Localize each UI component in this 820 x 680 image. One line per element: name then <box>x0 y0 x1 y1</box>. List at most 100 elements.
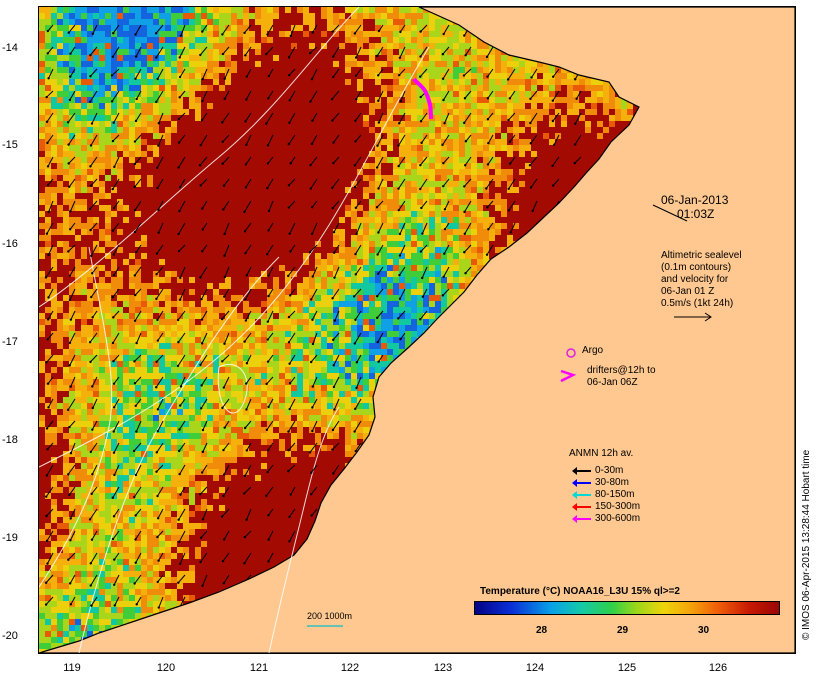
vector-head <box>200 119 204 122</box>
velocity-vector <box>179 420 186 430</box>
velocity-vector <box>465 46 472 56</box>
velocity-vector <box>487 68 494 77</box>
velocity-vector <box>70 508 76 519</box>
velocity-vector <box>177 310 186 321</box>
vector-head <box>443 227 447 231</box>
vector-head <box>267 560 270 563</box>
vector-head <box>377 187 380 190</box>
velocity-vector <box>202 68 208 80</box>
velocity-vector <box>508 200 516 211</box>
velocity-vector <box>135 464 142 476</box>
velocity-vector <box>312 112 318 121</box>
vector-head <box>486 118 490 121</box>
velocity-vector <box>267 90 274 99</box>
vector-head <box>223 97 226 101</box>
velocity-vector <box>420 46 428 57</box>
vector-head <box>222 473 226 476</box>
colorbar-tick: 28 <box>536 625 548 636</box>
vector-head <box>265 122 268 125</box>
vector-head <box>245 143 248 147</box>
velocity-vector <box>69 90 76 101</box>
land-area <box>39 7 795 653</box>
velocity-vector <box>312 332 318 345</box>
sealevel-contour <box>268 406 340 653</box>
vector-head <box>245 75 249 78</box>
velocity-vector <box>444 112 450 124</box>
velocity-vector <box>221 24 230 35</box>
vector-head <box>399 30 402 34</box>
velocity-vector <box>333 398 340 410</box>
vector-head <box>200 471 204 474</box>
velocity-vector <box>530 134 538 144</box>
velocity-vector <box>333 156 340 164</box>
vector-head <box>574 78 577 81</box>
vector-head <box>376 316 379 320</box>
velocity-vector <box>136 244 142 253</box>
vector-head <box>377 74 380 77</box>
scale-arrow-head <box>704 312 712 322</box>
velocity-vector <box>245 90 252 100</box>
velocity-vector <box>202 420 208 431</box>
sst-map[interactable] <box>39 7 795 653</box>
velocity-vector <box>266 178 274 189</box>
velocity-vector <box>179 266 186 279</box>
vector-head <box>179 34 183 37</box>
vector-head <box>222 208 225 211</box>
velocity-vector <box>246 442 252 451</box>
legend-label: 300-600m <box>595 513 641 524</box>
vector-head <box>551 99 555 102</box>
vector-head <box>91 472 94 476</box>
velocity-vector <box>156 244 164 254</box>
vector-head <box>135 97 138 101</box>
velocity-vector <box>224 266 230 278</box>
vector-head <box>331 30 334 33</box>
velocity-vector <box>155 24 164 34</box>
vector-head <box>69 451 73 455</box>
vector-head <box>113 558 116 561</box>
vector-head <box>399 337 402 341</box>
velocity-vector <box>288 420 296 432</box>
velocity-vector <box>420 112 428 122</box>
velocity-vector <box>288 46 296 58</box>
drifter-track[interactable] <box>412 77 433 120</box>
velocity-vector <box>510 222 516 233</box>
velocity-vector <box>288 178 296 186</box>
vector-head <box>88 340 92 344</box>
velocity-vector <box>354 24 362 34</box>
velocity-vector <box>574 156 582 164</box>
vector-head <box>377 121 381 124</box>
vector-head <box>201 584 204 587</box>
velocity-vector <box>486 46 494 58</box>
vector-head <box>355 97 358 101</box>
velocity-vector <box>444 200 450 210</box>
velocity-vector <box>442 46 450 55</box>
vector-head <box>354 407 357 411</box>
velocity-vector <box>530 178 538 188</box>
vector-head <box>354 449 357 453</box>
vector-head <box>463 121 466 125</box>
velocity-vector <box>47 376 54 384</box>
colorbar-tick: 29 <box>617 625 629 636</box>
velocity-vector <box>353 288 362 297</box>
vector-head <box>111 229 115 232</box>
velocity-vector <box>135 68 142 80</box>
velocity-vector <box>310 464 318 474</box>
lon-tick-label: 123 <box>433 662 453 674</box>
vector-head <box>90 604 93 607</box>
vector-head <box>200 384 203 387</box>
vector-head <box>66 121 70 124</box>
velocity-vector <box>113 156 120 168</box>
vector-head <box>47 210 50 214</box>
vector-head <box>310 493 313 496</box>
velocity-vector <box>398 68 406 76</box>
vector-head <box>486 75 489 78</box>
velocity-vector <box>91 112 98 124</box>
vector-head <box>244 120 247 123</box>
vector-head <box>113 604 116 607</box>
velocity-vector <box>552 68 560 78</box>
vector-head <box>463 210 466 214</box>
vector-head <box>179 276 182 280</box>
velocity-vector <box>91 266 98 274</box>
velocity-vector <box>178 442 186 452</box>
vector-head <box>331 297 334 300</box>
